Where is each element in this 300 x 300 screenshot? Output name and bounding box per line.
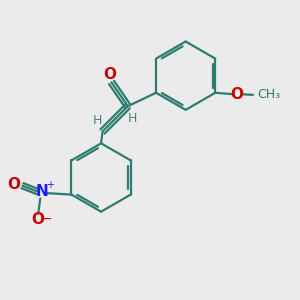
Text: −: −	[41, 212, 52, 226]
Text: N: N	[35, 184, 48, 199]
Text: H: H	[128, 112, 137, 125]
Text: H: H	[92, 114, 102, 127]
Text: +: +	[46, 180, 54, 190]
Text: O: O	[103, 68, 116, 82]
Text: O: O	[8, 177, 21, 192]
Text: O: O	[32, 212, 45, 227]
Text: O: O	[230, 87, 243, 102]
Text: CH₃: CH₃	[257, 88, 280, 101]
